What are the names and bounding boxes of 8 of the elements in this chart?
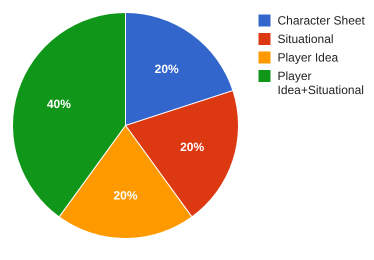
legend-label: Player Idea [278, 50, 339, 64]
data-label: 20% [154, 62, 180, 76]
data-label: 40% [46, 96, 72, 111]
legend-label: Situational [278, 32, 334, 46]
legend-label: Player Idea+Situational [278, 69, 364, 97]
legend-label: Character Sheet [278, 14, 366, 28]
data-label: 20% [113, 188, 138, 203]
data-label: 20% [180, 140, 204, 154]
